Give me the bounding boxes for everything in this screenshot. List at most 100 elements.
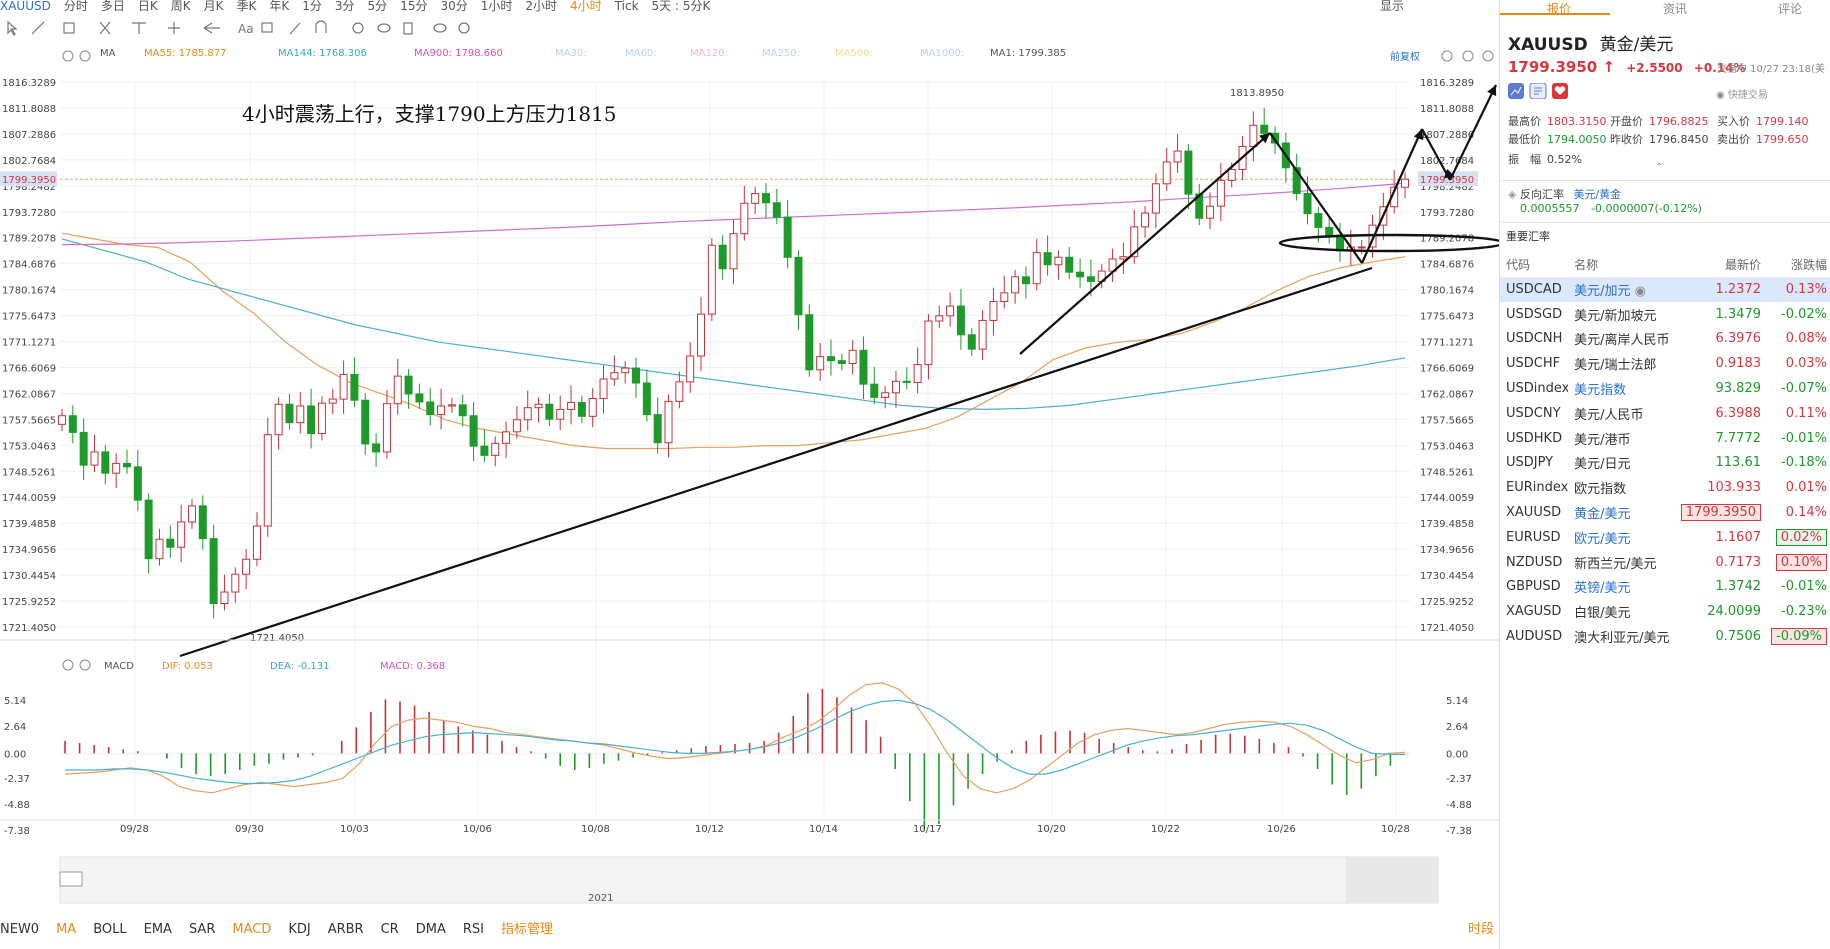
rate-row-GBPUSD[interactable]: GBPUSD 英镑/美元 1.3742 -0.01% [1500,575,1830,600]
period-1小时[interactable]: 1小时 [480,0,513,12]
candle-body [1076,271,1085,278]
rate-row-XAUUSD[interactable]: XAUUSD 黄金/美元 1799.3950 0.14% [1500,500,1830,525]
indicator-tab-MACD[interactable]: MACD [232,922,272,937]
comment-icon[interactable] [261,22,273,33]
period-30分[interactable]: 30分 [440,0,468,12]
collapse-icon[interactable]: ⌃ [1655,162,1664,173]
tab-news[interactable]: 资讯 [1663,2,1688,16]
indicator-tab-DMA[interactable]: DMA [415,922,446,937]
eye-icon [79,659,91,671]
reverse-pair-link[interactable]: 美元/黄金 [1573,188,1622,201]
favorite-heart-icon[interactable] [1552,83,1568,99]
display-menu[interactable]: 显示 [1380,0,1405,12]
period-多日[interactable]: 多日 [100,0,125,12]
tab-quote[interactable]: 报价 [1547,2,1572,16]
y-tick-label: 1816.3289 [1420,78,1474,89]
candle-body [686,355,695,383]
period-Tick[interactable]: Tick [614,0,639,12]
lock-icon[interactable] [352,22,364,34]
rate-row-USDCAD[interactable]: USDCAD 美元/加元 ◉ 1.2372 0.13% [1500,277,1830,302]
candle-body [220,591,229,604]
rate-row-AUDUSD[interactable]: AUDUSD 澳大利亚元/美元 0.7506 -0.09% [1500,624,1830,649]
indicator-tab-BOLL[interactable]: BOLL [93,922,127,937]
time-navigator[interactable]: 2021 [59,856,1439,904]
indicator-tab-指标管理[interactable]: 指标管理 [500,922,553,937]
trash-icon[interactable] [403,22,413,35]
x-tick-label: 09/30 [235,824,264,835]
trend-arrow [1449,84,1497,181]
candle-body [913,364,922,383]
candle-body [404,375,413,395]
candle-body [1043,252,1052,266]
rate-row-USDSGD[interactable]: USDSGD 美元/新加坡元 1.3479 -0.02% [1500,302,1830,327]
chart-icon[interactable] [1508,83,1524,99]
candle-body [502,431,511,444]
period-年K[interactable]: 年K [269,0,290,12]
measure-tool-icon[interactable] [168,22,180,34]
ma-indicator-label[interactable]: MA [100,48,116,59]
rate-code: USDHKD [1506,430,1563,446]
magnet-icon[interactable] [315,20,327,33]
indicator-tab-ARBR[interactable]: ARBR [327,922,364,937]
rate-row-USDHKD[interactable]: USDHKD 美元/港币 7.7772 -0.01% [1500,426,1830,451]
eye-icon[interactable] [377,23,391,33]
indicator-tab-SAR[interactable]: SAR [188,922,216,937]
candle-body [534,403,543,409]
ma900-line [61,182,1406,246]
rate-row-EURindex[interactable]: EURindex 欧元指数 103.933 0.01% [1500,475,1830,500]
period-5天 : 5分K[interactable]: 5天 : 5分K [651,0,711,12]
settings-icon[interactable] [458,22,470,34]
indicator-tab-NEW0[interactable]: NEW0 [0,922,40,937]
macd-panel: 5.14 5.14 2.64 2.64 0.00 0.00 -2.37 -2.37 -4.88 -… [4,661,1472,837]
candle-body [978,319,987,350]
time-segment-button[interactable]: 时段 [1468,922,1495,937]
rate-row-USDJPY[interactable]: USDJPY 美元/日元 113.61 -0.18% [1500,451,1830,476]
font-icon[interactable]: Aa [238,22,254,36]
symbol-label[interactable]: XAUUSD [0,0,51,12]
rate-row-USDCNH[interactable]: USDCNH 美元/离岸人民币 6.3976 0.08% [1500,327,1830,352]
period-周K[interactable]: 周K [170,0,191,12]
x-tick-label: 10/12 [695,824,724,835]
rate-row-USDCHF[interactable]: USDCHF 美元/瑞士法郎 0.9183 0.03% [1500,351,1830,376]
quick-trade-link[interactable]: ◉ 快捷交易 [1716,90,1768,101]
rate-row-EURUSD[interactable]: EURUSD 欧元/美元 1.1607 0.02% [1500,525,1830,550]
rect-tool-icon[interactable] [63,22,75,34]
indicator-tab-EMA[interactable]: EMA [143,922,172,937]
macd-y-tick: -7.38 [4,826,30,837]
y-tick-label: 1780.1674 [2,286,56,297]
period-1分[interactable]: 1分 [302,0,322,12]
period-15分[interactable]: 15分 [400,0,428,12]
watch-eye-icon[interactable]: ◉ [1630,284,1647,300]
period-分时[interactable]: 分时 [63,0,88,12]
settings-icon [62,659,74,671]
y-tick-label: 1721.4050 [2,623,56,634]
rate-row-USDCNY[interactable]: USDCNY 美元/人民币 6.3988 0.11% [1500,401,1830,426]
period-5分[interactable]: 5分 [367,0,388,12]
rate-row-XAGUSD[interactable]: XAGUSD 白银/美元 24.0099 -0.23% [1500,599,1830,624]
period-月K[interactable]: 月K [203,0,224,12]
pen-icon[interactable] [289,22,301,35]
fib-tool-icon[interactable] [99,21,111,35]
indicator-tab-CR[interactable]: CR [380,922,399,937]
rate-row-USDindex[interactable]: USDindex 美元指数 93.829 -0.07% [1500,376,1830,401]
rate-row-NZDUSD[interactable]: NZDUSD 新西兰元/美元 0.7173 0.10% [1500,550,1830,575]
candle-body [122,462,131,468]
link-icon[interactable] [433,23,447,33]
period-季K[interactable]: 季K [236,0,257,12]
period-3分[interactable]: 3分 [334,0,355,12]
indicator-tab-RSI[interactable]: RSI [462,922,484,937]
tab-comments[interactable]: 评论 [1778,2,1803,16]
indicator-tab-KDJ[interactable]: KDJ [288,922,311,937]
cursor-icon[interactable] [7,20,18,36]
period-4小时[interactable]: 4小时 [570,0,602,12]
line-tool-icon[interactable] [31,21,45,35]
support-trendline [179,266,1373,658]
undo-icon[interactable] [203,22,220,34]
rate-price: 0.7173 [1715,554,1762,570]
period-2小时[interactable]: 2小时 [525,0,558,12]
indicator-tab-MA[interactable]: MA [56,922,77,937]
news-icon[interactable] [1529,82,1547,100]
period-日K[interactable]: 日K [137,0,158,12]
text-tool-icon[interactable] [132,22,146,34]
adjust-mode-button[interactable]: 前复权 [1390,52,1420,63]
